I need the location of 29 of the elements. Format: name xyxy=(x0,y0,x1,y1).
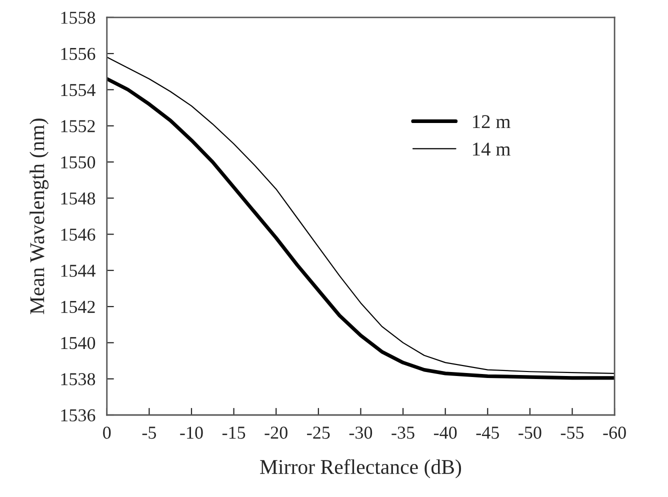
x-tick-label: -15 xyxy=(222,426,246,439)
x-tick-label: 0 xyxy=(103,426,111,439)
x-tick-label: -45 xyxy=(476,426,499,439)
x-tick-label: -40 xyxy=(434,426,457,439)
x-tick-label: -35 xyxy=(392,426,414,439)
x-tick-label: -25 xyxy=(307,426,330,439)
x-tick-label: -10 xyxy=(180,426,203,439)
y-tick-label: 1538 xyxy=(61,373,96,386)
legend-label: 12 m xyxy=(473,115,510,128)
x-tick-label: -30 xyxy=(349,426,372,439)
x-tick-label: -50 xyxy=(518,426,542,439)
y-tick-label: 1554 xyxy=(61,84,96,96)
y-tick-label: 1546 xyxy=(61,228,96,241)
x-tick-label: -55 xyxy=(560,426,584,439)
y-tick-label: 1558 xyxy=(61,12,96,24)
y-tick-label: 1556 xyxy=(61,48,96,60)
x-tick-label: -5 xyxy=(142,426,156,439)
y-tick-label: 1536 xyxy=(61,409,96,422)
legend-label: 14 m xyxy=(473,142,510,156)
y-tick-label: 1552 xyxy=(61,120,95,132)
y-axis-title: Mean Wavelength (nm) xyxy=(30,118,49,314)
y-tick-label: 1542 xyxy=(61,300,95,313)
y-tick-label: 1548 xyxy=(61,192,96,205)
x-tick-label: -60 xyxy=(603,426,626,439)
x-tick-label: -20 xyxy=(264,426,288,439)
x-axis-title: Mirror Reflectance (dB) xyxy=(260,459,462,478)
y-tick-label: 1544 xyxy=(61,264,96,277)
y-tick-label: 1540 xyxy=(61,336,96,350)
y-tick-label: 1550 xyxy=(61,156,96,168)
